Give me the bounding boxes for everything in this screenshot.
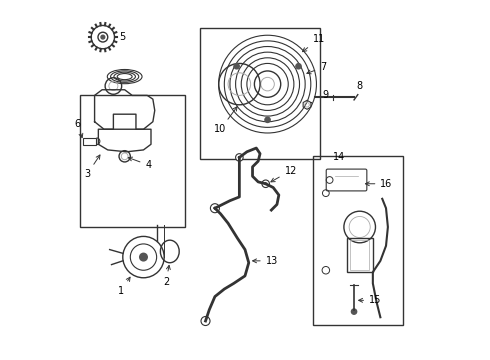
Circle shape: [351, 309, 357, 314]
Text: 2: 2: [163, 265, 170, 287]
Text: 3: 3: [84, 155, 100, 179]
Circle shape: [210, 204, 220, 213]
Circle shape: [201, 316, 210, 325]
Text: 15: 15: [359, 295, 381, 305]
Text: 14: 14: [333, 152, 345, 162]
Text: 13: 13: [253, 256, 278, 266]
Text: 9: 9: [322, 90, 328, 100]
Bar: [346, 238, 373, 272]
Text: 4: 4: [128, 157, 151, 170]
Bar: [350, 240, 369, 270]
Text: 7: 7: [307, 62, 326, 74]
Text: 1: 1: [118, 277, 130, 296]
Circle shape: [139, 253, 148, 262]
Bar: [200, 28, 320, 159]
Bar: [79, 95, 185, 227]
Text: 6: 6: [74, 118, 83, 138]
Circle shape: [265, 117, 270, 122]
Text: 16: 16: [366, 179, 392, 189]
Text: 8: 8: [356, 81, 362, 91]
Bar: [313, 156, 403, 325]
Text: 11: 11: [302, 34, 325, 51]
Bar: [83, 138, 97, 145]
Text: 5: 5: [119, 32, 125, 42]
Circle shape: [262, 180, 270, 188]
Circle shape: [236, 154, 243, 161]
Circle shape: [234, 64, 239, 69]
Text: 10: 10: [215, 107, 237, 134]
Text: 12: 12: [271, 166, 297, 182]
Circle shape: [296, 64, 301, 69]
Circle shape: [101, 35, 105, 39]
